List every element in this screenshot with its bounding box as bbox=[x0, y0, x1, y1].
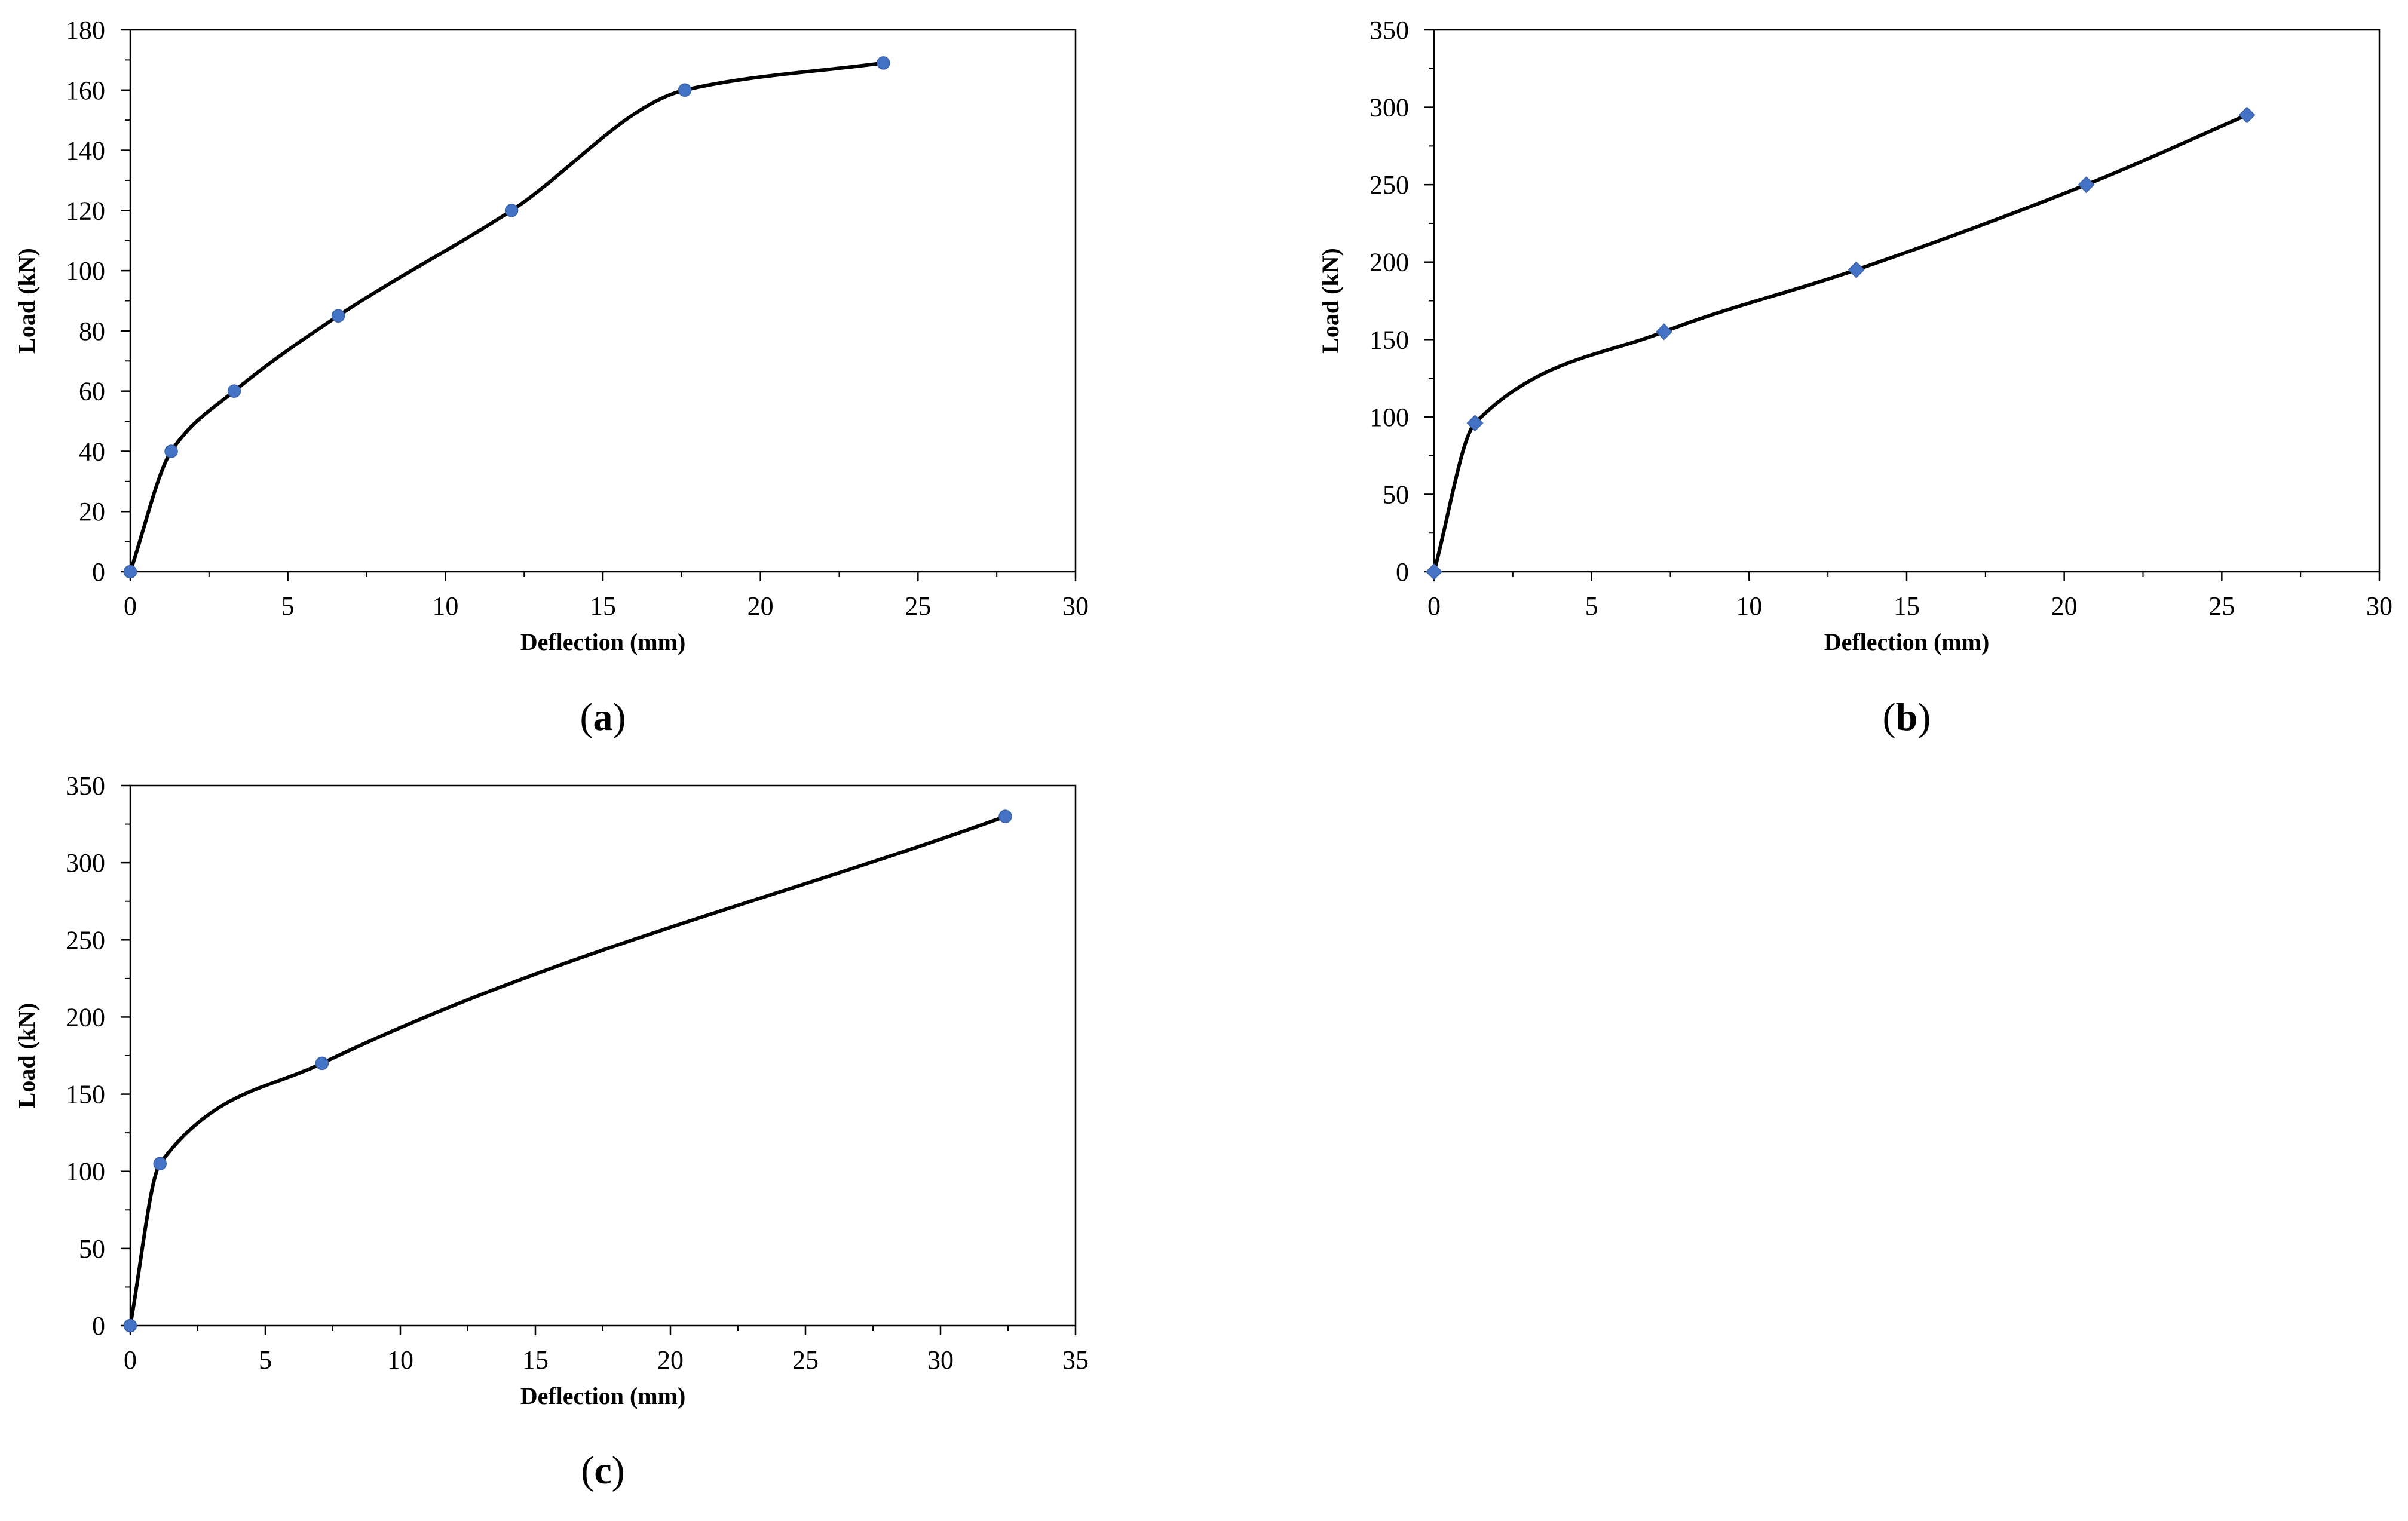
y-tick-label: 250 bbox=[1370, 170, 1409, 200]
plot-frame bbox=[1433, 29, 2381, 573]
x-tick-label: 5 bbox=[259, 1345, 272, 1375]
plot-frame bbox=[129, 29, 1077, 573]
y-axis-title: Load (kN) bbox=[13, 1003, 40, 1109]
x-tick-label: 25 bbox=[792, 1345, 819, 1375]
y-tick-label: 80 bbox=[79, 317, 105, 346]
data-point bbox=[123, 1318, 137, 1333]
y-tick-label: 50 bbox=[1383, 480, 1409, 509]
x-tick-label: 20 bbox=[657, 1345, 684, 1375]
data-point bbox=[2078, 176, 2095, 194]
x-axis-title: Deflection (mm) bbox=[520, 628, 686, 655]
x-tick-label: 30 bbox=[1062, 591, 1089, 621]
data-point bbox=[504, 204, 519, 217]
x-axis-title: Deflection (mm) bbox=[1824, 628, 1990, 655]
data-point bbox=[153, 1157, 167, 1171]
y-tick-label: 100 bbox=[1370, 403, 1409, 432]
x-tick-label: 10 bbox=[387, 1345, 413, 1375]
y-tick-label: 150 bbox=[66, 1080, 105, 1109]
data-point bbox=[1466, 415, 1484, 432]
y-tick-label: 300 bbox=[66, 848, 105, 878]
y-tick-label: 40 bbox=[79, 437, 105, 466]
plot-frame bbox=[129, 784, 1077, 1327]
series-line bbox=[128, 61, 886, 574]
x-axis-title: Deflection (mm) bbox=[520, 1382, 686, 1409]
y-tick-label: 250 bbox=[66, 925, 105, 955]
x-tick-label: 15 bbox=[1894, 591, 1920, 621]
x-tick-label: 15 bbox=[522, 1345, 549, 1375]
x-tick-label: 30 bbox=[2366, 591, 2392, 621]
panel-label: (b) bbox=[1883, 695, 1931, 739]
data-point bbox=[227, 384, 241, 398]
x-tick-label: 30 bbox=[927, 1345, 954, 1375]
y-tick-label: 0 bbox=[1396, 557, 1409, 587]
data-point bbox=[315, 1056, 329, 1071]
x-tick-label: 35 bbox=[1062, 1345, 1089, 1375]
y-tick-label: 0 bbox=[92, 557, 105, 587]
y-tick-label: 300 bbox=[1370, 93, 1409, 122]
data-point bbox=[1655, 323, 1673, 341]
x-tick-label: 25 bbox=[2208, 591, 2235, 621]
y-tick-label: 100 bbox=[66, 1157, 105, 1186]
x-tick-label: 0 bbox=[124, 1345, 137, 1375]
x-tick-label: 10 bbox=[432, 591, 458, 621]
y-tick-label: 50 bbox=[79, 1234, 105, 1264]
y-tick-label: 60 bbox=[79, 377, 105, 406]
x-tick-label: 20 bbox=[747, 591, 774, 621]
y-tick-label: 140 bbox=[66, 136, 105, 165]
chart-panel-a: 0 5 10 15 20 25 30 0 20 40 60 80 100 120 140 160 180 Defl… bbox=[13, 16, 1089, 739]
series-line bbox=[128, 814, 1007, 1327]
y-tick-label: 20 bbox=[79, 497, 105, 526]
panel-label: (c) bbox=[581, 1449, 624, 1492]
y-tick-label: 160 bbox=[66, 76, 105, 105]
data-point bbox=[164, 444, 178, 458]
x-tick-label: 0 bbox=[124, 591, 137, 621]
chart-panel-b: 0 5 10 15 20 25 30050100150200250300350Deflect… bbox=[1317, 16, 2392, 739]
data-point bbox=[877, 56, 890, 70]
y-tick-label: 150 bbox=[1370, 325, 1409, 354]
x-tick-label: 0 bbox=[1427, 591, 1441, 621]
y-axis-title: Load (kN) bbox=[1317, 248, 1344, 354]
y-tick-label: 100 bbox=[66, 256, 105, 286]
data-point bbox=[2238, 106, 2256, 124]
data-point bbox=[123, 565, 137, 579]
x-tick-label: 5 bbox=[281, 591, 295, 621]
x-tick-label: 10 bbox=[1736, 591, 1762, 621]
chart-panel-c: 0 5 10 15 20 25 30 35050100150200250300350Defle… bbox=[13, 771, 1089, 1492]
x-tick-label: 20 bbox=[2051, 591, 2078, 621]
panel-label: (a) bbox=[580, 695, 626, 739]
x-tick-label: 5 bbox=[1585, 591, 1598, 621]
series-line bbox=[1432, 113, 2249, 574]
y-tick-label: 120 bbox=[66, 196, 105, 225]
y-tick-label: 180 bbox=[66, 16, 105, 45]
data-point bbox=[678, 83, 692, 97]
x-tick-label: 25 bbox=[905, 591, 931, 621]
x-tick-label: 15 bbox=[590, 591, 616, 621]
y-tick-label: 350 bbox=[1370, 16, 1409, 45]
data-point bbox=[998, 809, 1012, 823]
data-point bbox=[1848, 261, 1865, 278]
y-tick-label: 0 bbox=[92, 1311, 105, 1341]
y-axis-title: Load (kN) bbox=[13, 248, 40, 354]
y-tick-label: 350 bbox=[66, 771, 105, 801]
data-point bbox=[1425, 563, 1443, 581]
data-point bbox=[331, 309, 345, 323]
y-tick-label: 200 bbox=[66, 1002, 105, 1032]
y-tick-label: 200 bbox=[1370, 248, 1409, 277]
